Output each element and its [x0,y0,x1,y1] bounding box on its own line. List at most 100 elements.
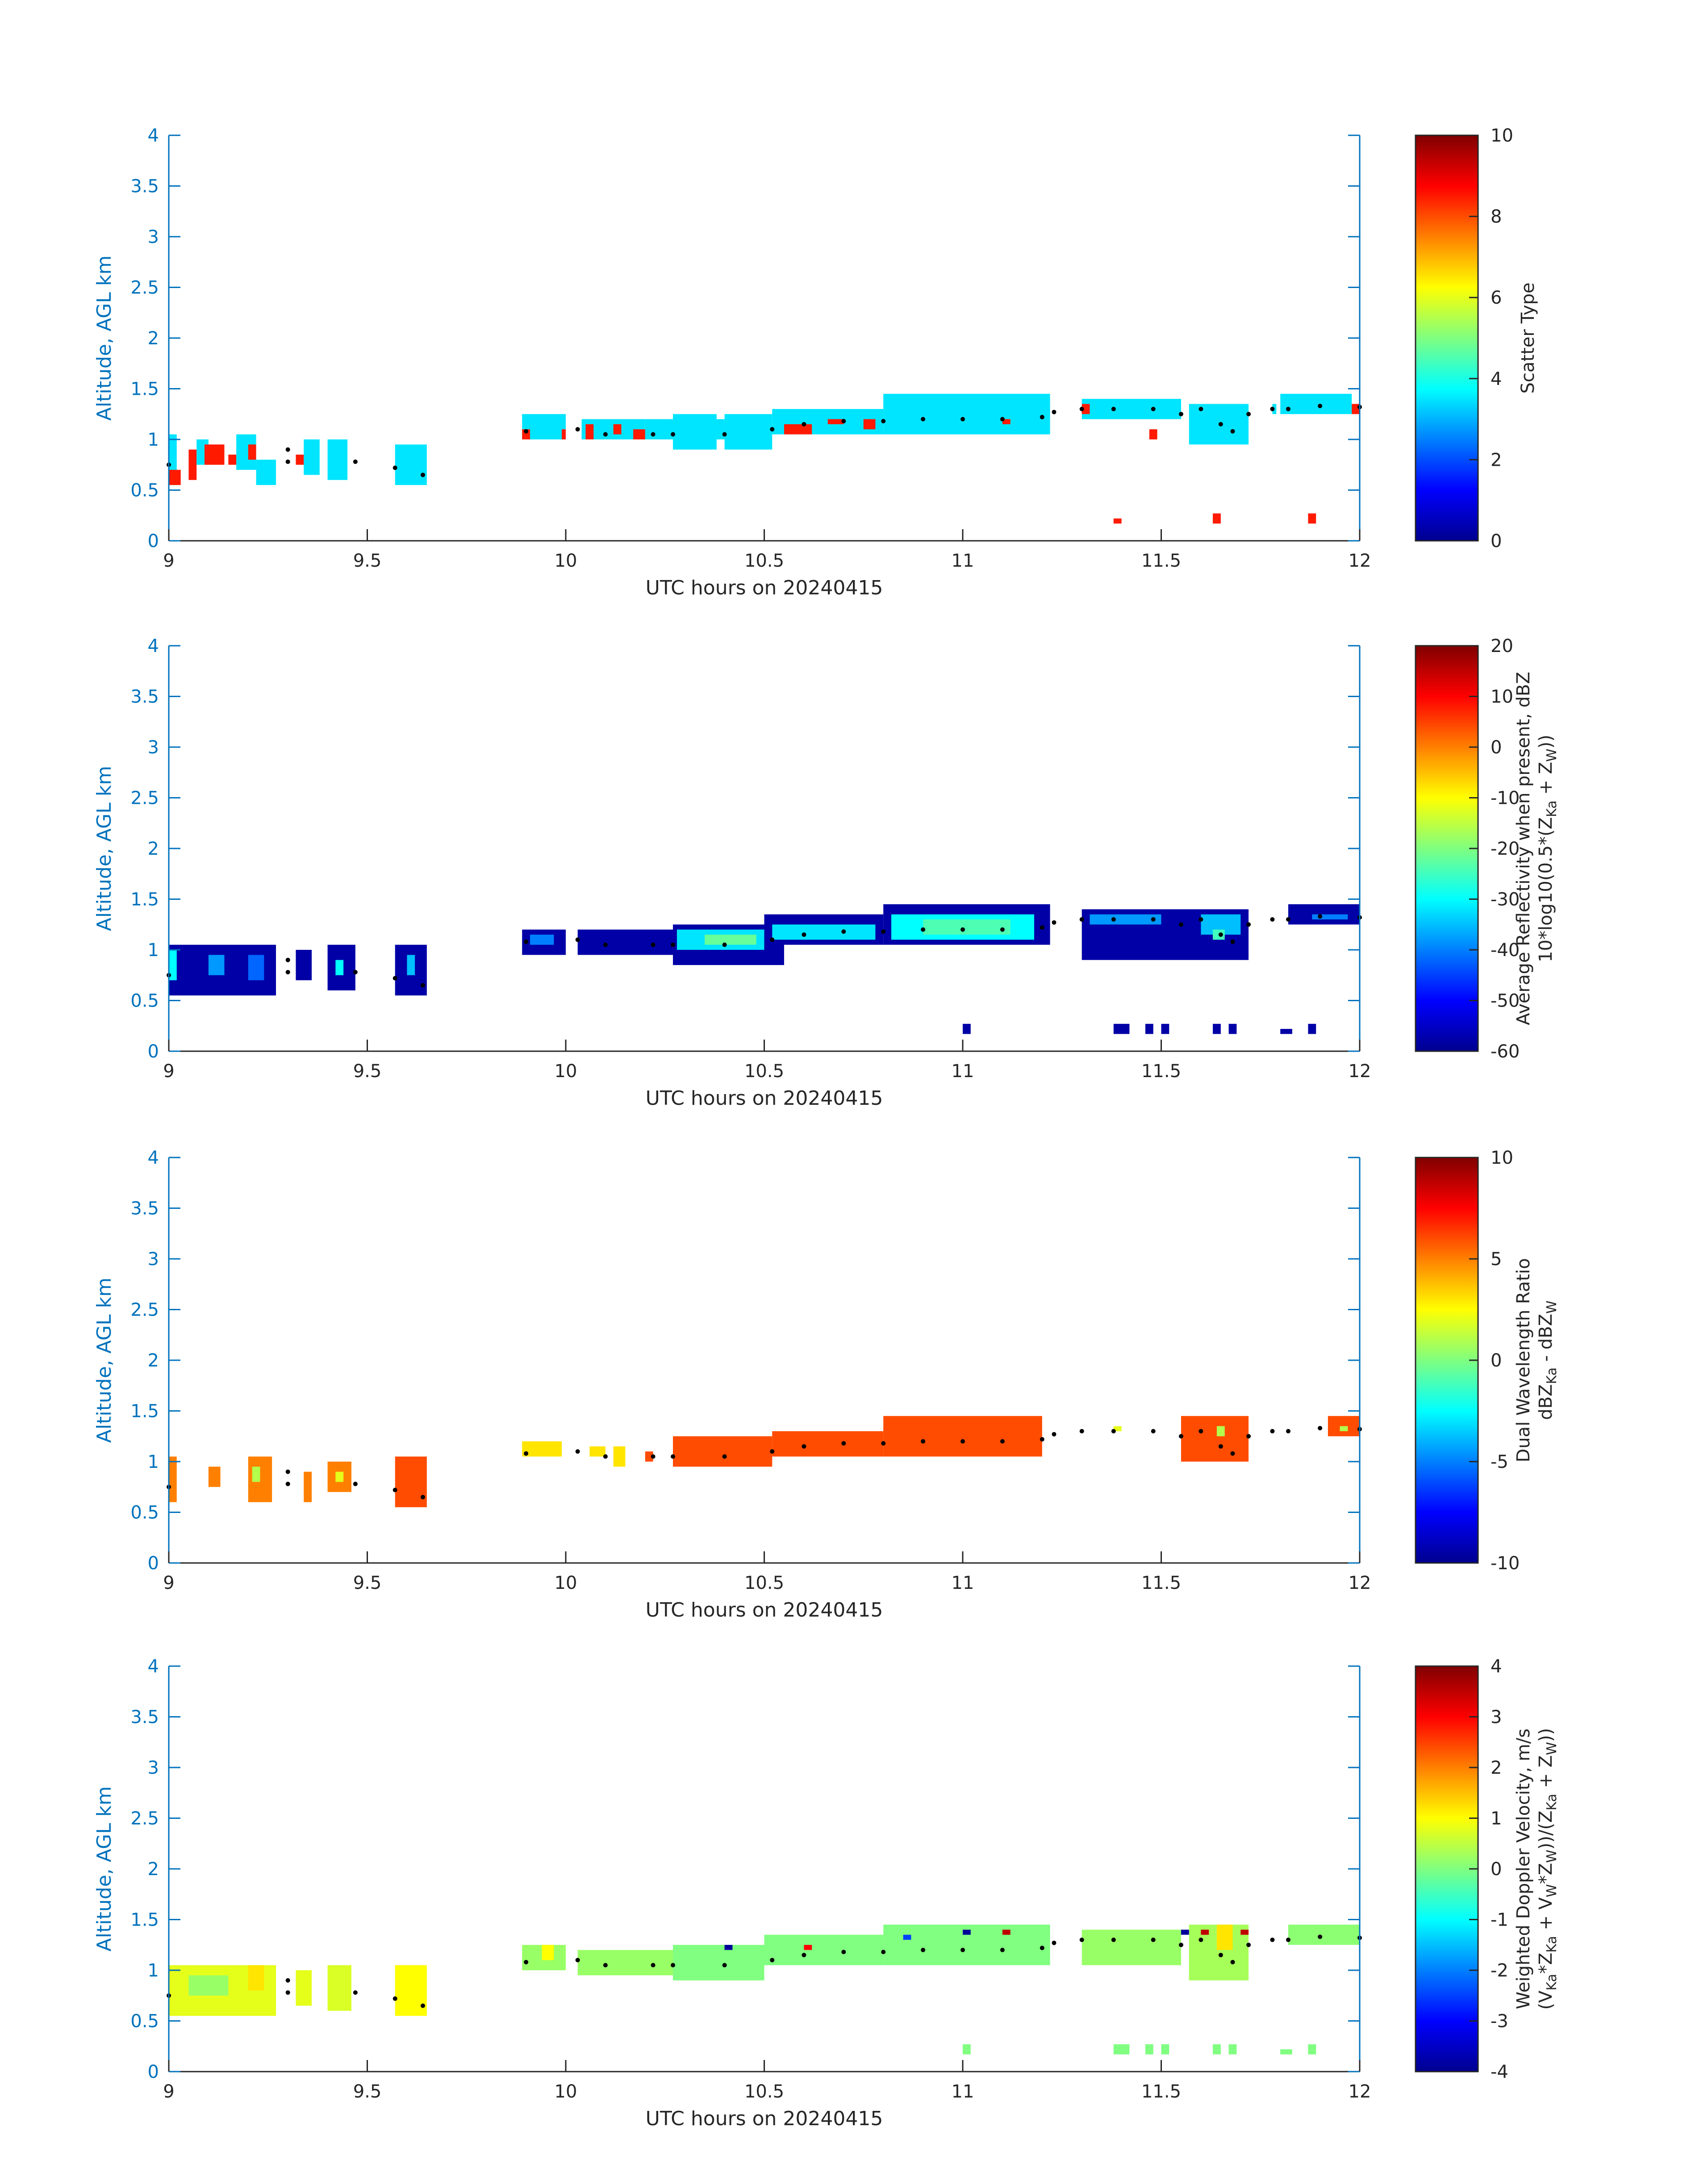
colorbar-gradient [1415,1665,1479,2073]
colorbar: 0 2 4 6 8 10 Scatter Type [1415,125,1538,552]
centerline-point [285,1469,290,1474]
centerline-point [1151,1937,1156,1942]
y-tick-label: 4 [148,636,159,656]
heatmap-cell [724,1945,733,1950]
colorbar-tick-label: -20 [1491,839,1520,859]
heatmap-cell [1002,419,1011,424]
x-tick-label: 10 [555,2081,577,2102]
colorbar-gradient [1415,134,1479,542]
centerline-point [353,459,358,464]
heatmap-cell [764,1935,884,1965]
heatmap-cell [1216,1426,1225,1437]
x-tick-label: 11.5 [1141,2081,1181,2102]
centerline-point [1199,406,1203,411]
colorbar-tick-label: -40 [1491,940,1520,961]
x-tick-label: 9.5 [353,2081,382,2102]
heatmap-cell [585,424,594,439]
centerline-points [167,404,1362,477]
centerline-point [1111,917,1116,922]
heatmap-cell [963,1930,971,1935]
heatmap-cell [673,1436,773,1467]
x-tick-label: 11 [952,1573,974,1593]
centerline-point [603,1454,608,1459]
colorbar-tick-label: -5 [1491,1452,1508,1472]
heatmap-cell [248,955,264,981]
heatmap-cell [395,1965,427,2016]
x-tick-label: 9.5 [353,551,382,571]
heatmap-cell [963,2044,971,2055]
centerline-point [393,1996,397,2001]
centerline-point [603,942,608,947]
centerline-point [770,937,775,942]
centerline-point [420,472,425,477]
centerline-point [603,432,608,437]
y-axis-label: Altitude, AGL km [93,255,116,421]
centerline-point [285,969,290,974]
x-tick-label: 12 [1349,1061,1371,1082]
colorbar-tick-label: -4 [1491,2062,1508,2082]
x-tick-label: 11.5 [1141,1061,1181,1082]
y-tick-label: 1.5 [130,1401,159,1422]
centerline-point [393,465,397,470]
centerline-point [603,1963,608,1968]
heatmap-cell [1213,2044,1221,2055]
heatmap-cell [1113,1024,1130,1034]
heatmap-cell [772,924,876,940]
heatmap-cell [169,1456,177,1502]
x-tick-label: 9 [163,2081,174,2102]
y-tick-label: 0.5 [130,1503,159,1523]
centerline-point [1270,406,1275,411]
heatmap-cell [1145,1024,1153,1034]
heatmap-cell [542,1945,554,1960]
centerline-point [353,1481,358,1486]
centerline-point [1040,1437,1044,1442]
y-tick-label: 0 [148,1041,159,1062]
heatmap-cell [252,1467,260,1482]
colorbar-gradient [1415,1157,1479,1564]
heatmap-cell [1216,1924,1233,1950]
y-tick-label: 1 [148,1452,159,1472]
colorbar-tick-label: 10 [1491,1148,1513,1168]
heatmap-cell [1082,404,1090,414]
heatmap-cell [589,1446,606,1457]
centerline-point [1230,939,1235,944]
y-tick-label: 2 [148,839,159,859]
centerline-point [1218,932,1223,937]
heatmap-cell [1181,1416,1249,1462]
heatmap-cell [613,1446,626,1467]
heatmap-cell [1213,1024,1221,1034]
heatmap-cell [169,470,181,485]
heatmap-cell [205,444,225,465]
centerline-point [1286,1937,1290,1942]
colorbar-tick-label: 8 [1491,207,1502,227]
centerline-point [1199,1429,1203,1433]
centerline-point [1111,1429,1116,1433]
centerline-point [1079,1429,1084,1433]
y-tick-label: 3.5 [130,687,159,707]
heatmap-cell [335,1471,344,1482]
centerline-point [420,983,425,988]
centerline-point [285,957,290,962]
centerline-point [1000,417,1005,422]
centerline-point [960,1947,965,1952]
heatmap-cell [1308,513,1316,524]
y-tick-label: 3 [148,1249,159,1270]
y-tick-label: 0.5 [130,2011,159,2032]
centerline-point [420,2003,425,2008]
colorbar-tick-label: 4 [1491,369,1502,389]
y-tick-label: 2.5 [130,1300,159,1320]
colorbar-tick-label: 20 [1491,636,1513,656]
x-tick-label: 9.5 [353,1061,382,1082]
centerline-point [881,1441,886,1446]
y-tick-label: 1 [148,430,159,450]
heatmap-cell [1082,1930,1181,1965]
centerline-point [1000,1947,1005,1952]
centerline-point [524,939,529,944]
y-tick-label: 1.5 [130,890,159,910]
heatmap-cell [530,934,554,945]
heatmap-cell [963,1024,971,1034]
x-tick-label: 12 [1349,1573,1371,1593]
heatmap-cell [296,1970,312,2006]
